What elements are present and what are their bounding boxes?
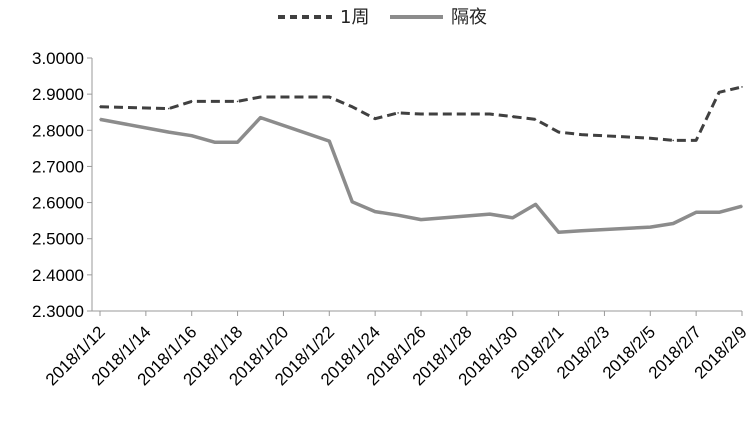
data-point xyxy=(168,131,170,133)
data-point xyxy=(557,231,560,233)
data-point xyxy=(580,230,583,232)
data-point xyxy=(236,100,239,103)
data-point xyxy=(649,226,652,228)
data-point xyxy=(420,113,422,115)
data-point xyxy=(741,86,743,88)
x-axis-ticks: 2018/1/122018/1/142018/1/162018/1/182018… xyxy=(42,311,751,389)
data-point xyxy=(168,107,170,110)
y-tick-label: 2.3000 xyxy=(32,302,84,321)
y-tick-label: 2.5000 xyxy=(32,230,84,249)
data-point xyxy=(351,201,354,203)
series-group xyxy=(99,85,743,234)
data-point xyxy=(99,106,101,108)
y-tick-label: 2.7000 xyxy=(32,157,84,176)
data-point xyxy=(489,113,491,115)
data-point xyxy=(511,217,514,219)
data-point xyxy=(213,100,216,103)
legend: 1周 隔夜 xyxy=(278,7,487,28)
data-point xyxy=(649,137,652,139)
data-point xyxy=(672,222,674,225)
y-tick-label: 2.8000 xyxy=(32,121,84,140)
data-point xyxy=(374,210,376,213)
data-point xyxy=(190,134,193,137)
data-point xyxy=(99,118,101,121)
y-axis-ticks: 3.0000 2.9000 2.8000 2.7000 2.6000 2.5000 2.40… xyxy=(32,49,92,321)
data-point xyxy=(259,96,262,98)
data-point xyxy=(328,140,331,142)
data-point xyxy=(557,131,560,133)
data-point xyxy=(718,91,720,94)
data-point xyxy=(236,141,239,143)
data-point xyxy=(534,203,537,206)
data-point xyxy=(672,139,674,142)
y-tick-label: 2.6000 xyxy=(32,194,84,213)
data-point xyxy=(695,139,697,142)
data-point xyxy=(328,96,331,98)
legend-label-1week: 1周 xyxy=(340,7,369,28)
legend-label-overnight: 隔夜 xyxy=(451,7,487,28)
data-point xyxy=(351,106,354,108)
data-point xyxy=(420,218,422,221)
data-point xyxy=(580,133,583,136)
data-point xyxy=(397,112,399,114)
y-tick-label: 2.9000 xyxy=(32,85,84,104)
data-point xyxy=(511,115,514,118)
data-point xyxy=(397,214,399,216)
data-point xyxy=(213,141,216,143)
data-point xyxy=(259,116,262,119)
data-point xyxy=(695,211,697,214)
data-point xyxy=(741,205,743,207)
data-point xyxy=(374,117,376,120)
data-point xyxy=(190,100,193,103)
data-point xyxy=(718,211,720,214)
series-line-overnight xyxy=(99,115,743,234)
y-tick-label: 2.4000 xyxy=(32,266,84,285)
data-point xyxy=(534,118,537,121)
data-point xyxy=(489,213,491,215)
y-tick-label: 3.0000 xyxy=(32,49,84,68)
